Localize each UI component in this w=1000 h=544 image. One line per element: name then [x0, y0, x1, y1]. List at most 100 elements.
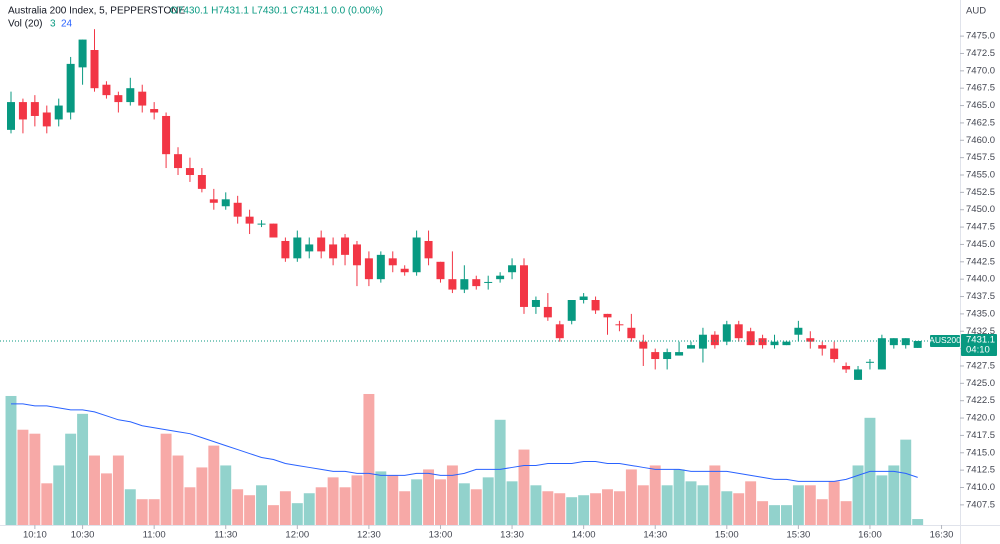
volume-bar — [697, 485, 709, 525]
candle-body — [42, 112, 51, 127]
y-tick-label: 7472.5 — [966, 48, 995, 59]
volume-bar — [29, 433, 41, 525]
volume-bar — [590, 493, 602, 525]
candle-body — [329, 244, 338, 259]
y-tick-label: 7470.0 — [966, 65, 995, 76]
candle-body — [543, 306, 552, 318]
candle-body — [782, 341, 791, 346]
candle-body — [54, 105, 63, 120]
volume-bar — [112, 455, 124, 525]
volume-bar — [89, 455, 100, 525]
candle-body — [519, 265, 528, 307]
volume-bar — [721, 491, 733, 525]
volume-bar — [912, 519, 924, 525]
candle-body — [400, 268, 409, 273]
volume-bar — [673, 469, 685, 525]
volume-bar — [65, 433, 77, 525]
y-tick-label: 7475.0 — [966, 31, 995, 42]
symbol-tag-label: AUS200 — [929, 335, 961, 345]
volume-bar — [291, 503, 303, 525]
volume-bar — [554, 493, 566, 525]
candle-body — [209, 199, 218, 203]
candle-body — [794, 327, 803, 335]
candle-body — [341, 237, 350, 255]
candle-body — [364, 258, 373, 280]
volume-bar — [423, 469, 435, 525]
candle-body — [281, 240, 290, 259]
volume-bar — [148, 499, 160, 525]
candle-body — [138, 91, 147, 106]
candle-body — [722, 324, 731, 342]
y-tick-label: 7450.0 — [966, 204, 995, 215]
candle-body — [603, 313, 612, 318]
volume-bar — [733, 493, 745, 525]
x-tick-label: 12:30 — [357, 530, 381, 541]
ohlc-readout: O7430.1 H7431.1 L7430.1 C7431.1 0.0 (0.0… — [170, 6, 383, 17]
candle-body — [746, 331, 755, 346]
volume-bar — [649, 465, 661, 525]
y-tick-label: 7437.5 — [966, 291, 995, 302]
volume-bar — [745, 481, 757, 525]
candle-body — [257, 223, 266, 225]
volume-bar — [53, 465, 65, 525]
candle-body — [185, 168, 194, 175]
volume-bar — [375, 471, 387, 525]
candle-body — [317, 237, 326, 252]
candle-body — [698, 334, 707, 349]
volume-bar — [267, 505, 279, 525]
volume-bar — [208, 445, 220, 525]
y-tick-label: 7432.5 — [966, 326, 995, 337]
candle-body — [806, 338, 815, 342]
x-tick-label: 15:30 — [786, 530, 810, 541]
candle-body — [579, 296, 588, 300]
volume-bar — [757, 501, 769, 525]
volume-bar — [470, 489, 482, 525]
volume-bar — [625, 469, 637, 525]
candle-body — [591, 300, 600, 311]
x-tick-label: 16:30 — [930, 530, 954, 541]
volume-bar — [196, 467, 208, 525]
volume-bar — [852, 465, 864, 525]
volume-bar — [184, 487, 196, 525]
volume-bar — [172, 455, 184, 525]
volume-bar — [518, 449, 530, 525]
y-tick-label: 7442.5 — [966, 256, 995, 267]
volume-bar — [637, 485, 649, 525]
candle-body — [567, 300, 576, 321]
candle-body — [376, 254, 385, 280]
volume-value: 3 — [50, 19, 56, 30]
volume-bar — [506, 481, 518, 525]
candle-body — [388, 258, 397, 266]
candle-body — [842, 365, 851, 370]
candle-body — [412, 237, 421, 273]
y-tick-label: 7460.0 — [966, 135, 995, 146]
y-tick-label: 7410.0 — [966, 482, 995, 493]
price-tag-label: 7431.1 — [966, 334, 995, 345]
candle-body — [889, 338, 898, 346]
candle-body — [854, 369, 863, 380]
y-tick-label: 7407.5 — [966, 499, 995, 510]
volume-bar — [482, 477, 494, 525]
candle-body — [627, 327, 636, 339]
y-tick-label: 7425.0 — [966, 378, 995, 389]
candle-body — [102, 84, 111, 96]
y-tick-label: 7457.5 — [966, 152, 995, 163]
volume-bar — [542, 491, 554, 525]
y-tick-label: 7465.0 — [966, 100, 995, 111]
y-tick-label: 7440.0 — [966, 274, 995, 285]
volume-bar — [136, 499, 148, 525]
candle-body — [269, 223, 278, 238]
x-tick-label: 10:30 — [71, 530, 95, 541]
volume-bar — [804, 485, 816, 525]
candle-body — [78, 39, 87, 68]
volume-bar — [828, 481, 840, 525]
x-tick-label: 12:00 — [285, 530, 309, 541]
volume-bar — [77, 413, 89, 525]
candle-body — [496, 275, 505, 280]
x-tick-label: 14:00 — [572, 530, 596, 541]
candle-body — [615, 324, 624, 326]
volume-bar — [602, 489, 613, 525]
volume-bar — [363, 393, 375, 525]
volume-bar — [411, 479, 423, 525]
volume-bar — [279, 491, 291, 525]
